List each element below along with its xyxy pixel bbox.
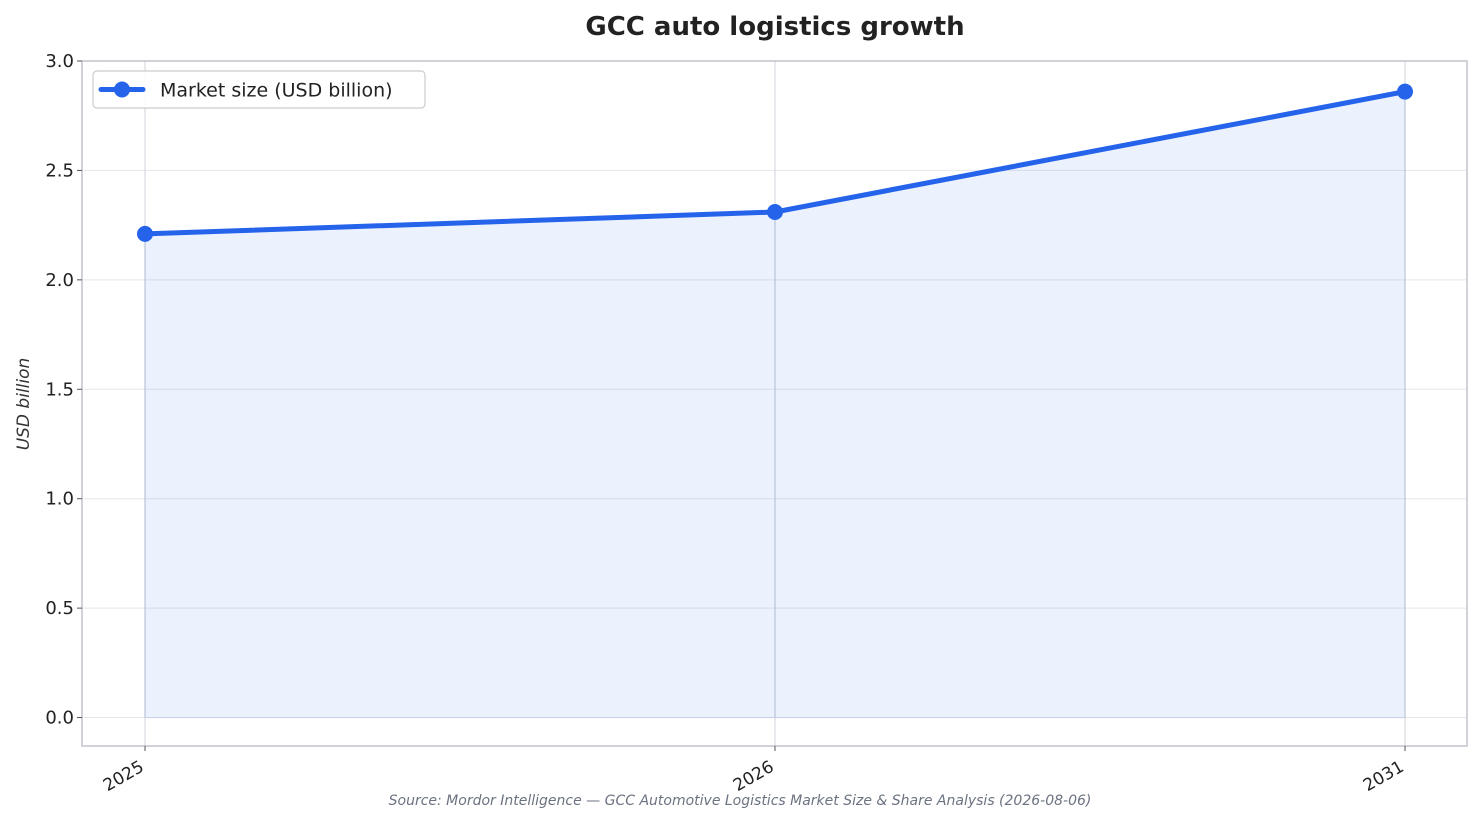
legend-box (92, 70, 426, 109)
y-tick-label: 0.5 (45, 598, 74, 619)
y-tick-label: 0.0 (45, 708, 74, 729)
data-point (1397, 83, 1413, 100)
data-point (767, 204, 783, 221)
x-tick-label: 2031 (1360, 757, 1407, 796)
x-axis-ticks: 2025 2026 2031 (100, 746, 1408, 796)
legend: Market size (USD billion) (92, 70, 426, 109)
x-tick-label: 2025 (100, 757, 147, 796)
chart-title: GCC auto logistics growth (585, 12, 964, 42)
area-layer (144, 91, 1406, 719)
y-tick-label: 1.5 (45, 379, 74, 400)
y-tick-label: 3.0 (45, 51, 74, 72)
legend-swatch-marker (114, 81, 130, 98)
y-axis-ticks: 0.0 0.5 1.0 1.5 2.0 2.5 3.0 (45, 51, 82, 729)
y-tick-label: 2.5 (45, 160, 74, 181)
legend-label: Market size (USD billion) (160, 80, 393, 102)
y-tick-label: 1.0 (45, 489, 74, 510)
y-tick-label: 2.0 (45, 270, 74, 291)
series-layer (137, 83, 1413, 242)
source-note: Source: Mordor Intelligence — GCC Automo… (389, 793, 1092, 809)
data-point (137, 225, 153, 242)
x-tick-label: 2026 (730, 757, 777, 796)
y-axis-label: USD billion (14, 358, 34, 451)
